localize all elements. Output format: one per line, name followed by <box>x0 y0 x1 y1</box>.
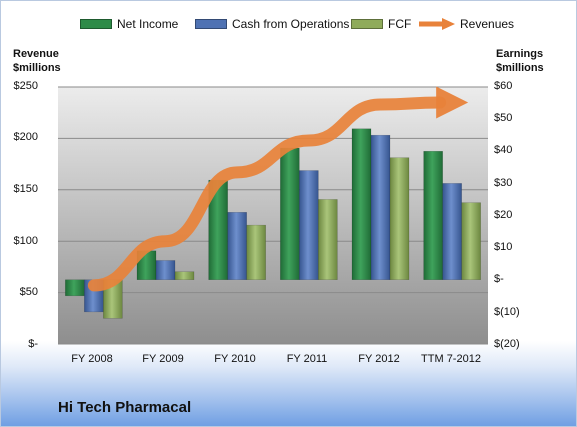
right-tick-10: $10 <box>494 241 513 253</box>
left-tick-100: $100 <box>13 235 38 247</box>
left-axis-title-line-2: $millions <box>13 62 61 74</box>
legend-swatch-net-income <box>80 19 112 29</box>
legend-swatch-cash-from-operations <box>195 19 227 29</box>
bar-fcf-4 <box>389 157 410 280</box>
legend-item-revenues: Revenues <box>418 17 514 31</box>
right-axis-title-line-2: $millions <box>496 62 544 74</box>
bar-cash-from-operations-4 <box>370 134 391 280</box>
bar-fcf-5 <box>461 202 481 280</box>
legend-item-net-income: Net Income <box>80 17 178 31</box>
bar-net-income-5 <box>423 151 443 280</box>
left-axis-title-line-1: Revenue <box>13 48 59 60</box>
right-tick-30: $30 <box>494 177 513 189</box>
x-tick-ttm-7-2012: TTM 7-2012 <box>421 353 481 365</box>
bar-net-income-0 <box>65 279 85 297</box>
x-tick-fy2009: FY 2009 <box>142 353 184 365</box>
legend-swatch-fcf <box>351 19 383 29</box>
legend-label-net-income: Net Income <box>117 17 179 31</box>
bar-net-income-3 <box>280 147 300 280</box>
legend-item-cash-from-operations: Cash from Operations <box>195 17 349 31</box>
right-tick-minus-20: $(20) <box>494 338 520 350</box>
left-tick-150: $150 <box>13 183 38 195</box>
legend-arrow-icon <box>419 18 455 30</box>
bar-fcf-2 <box>246 224 266 280</box>
legend-label-cash-from-operations: Cash from Operations <box>232 17 350 31</box>
right-axis-title: Earnings $millions <box>496 47 544 75</box>
right-tick-minus-10: $(10) <box>494 306 520 318</box>
left-tick-50: $50 <box>19 286 38 298</box>
chart-legend: Net Income Cash from Operations FCF Reve… <box>1 17 576 33</box>
right-tick-40: $40 <box>494 144 513 156</box>
bar-fcf-3 <box>318 199 338 280</box>
left-tick-250: $250 <box>13 80 38 92</box>
legend-label-fcf: FCF <box>388 17 412 31</box>
company-name: Hi Tech Pharmacal <box>58 399 192 416</box>
revenue-arrowhead <box>436 86 469 119</box>
bar-cash-from-operations-5 <box>442 183 462 280</box>
x-tick-fy2011: FY 2011 <box>286 353 328 365</box>
bar-cash-from-operations-3 <box>299 170 319 280</box>
right-tick-60: $60 <box>494 80 513 92</box>
gridlines <box>58 86 488 345</box>
left-axis-title: Revenue $millions <box>13 47 61 75</box>
right-axis-title-line-1: Earnings <box>496 48 544 60</box>
bar-fcf-1 <box>174 271 195 280</box>
right-tick-20: $20 <box>494 209 513 221</box>
x-tick-fy2008: FY 2008 <box>71 353 113 365</box>
right-tick-50: $50 <box>494 112 513 124</box>
plot-background <box>58 87 488 344</box>
legend-item-fcf: FCF <box>351 17 411 31</box>
left-tick-0: $- <box>28 338 38 350</box>
bar-cash-from-operations-2 <box>227 212 247 281</box>
x-tick-fy2012: FY 2012 <box>358 353 400 365</box>
bar-cash-from-operations-1 <box>155 260 176 281</box>
revenue-series <box>87 86 469 292</box>
left-tick-200: $200 <box>13 131 38 143</box>
legend-label-revenues: Revenues <box>460 17 515 31</box>
bar-net-income-4 <box>351 128 372 280</box>
right-tick-0: $- <box>494 273 504 285</box>
revenue-line <box>87 96 447 292</box>
x-tick-fy2010: FY 2010 <box>214 353 256 365</box>
